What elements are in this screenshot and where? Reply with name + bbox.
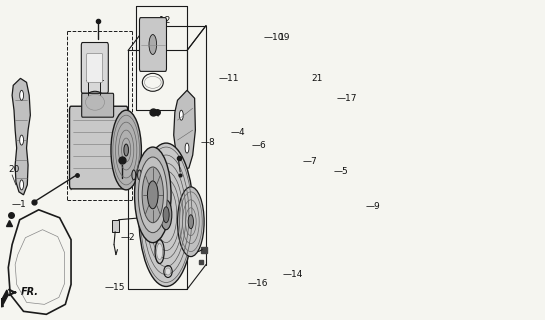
Text: —15: —15 [104,283,125,292]
Ellipse shape [165,268,171,275]
Bar [141,213,149,227]
Text: —9: —9 [366,202,380,211]
Text: 19: 19 [279,33,290,42]
Text: —5: —5 [334,167,348,176]
Ellipse shape [156,244,162,260]
Circle shape [160,200,172,230]
Circle shape [149,35,156,54]
Circle shape [20,180,23,190]
Polygon shape [174,90,195,170]
Polygon shape [12,78,31,195]
Circle shape [163,207,169,223]
Circle shape [132,170,136,180]
Circle shape [135,147,171,243]
FancyBboxPatch shape [87,53,102,82]
Text: 20: 20 [8,165,20,174]
Bar [112,220,119,232]
Circle shape [178,187,204,257]
Text: 18: 18 [74,159,86,169]
Circle shape [142,167,164,223]
FancyBboxPatch shape [82,93,113,117]
Text: —4: —4 [231,128,245,137]
Text: —10: —10 [264,33,284,42]
Text: —6: —6 [252,140,267,149]
FancyBboxPatch shape [140,18,166,71]
Text: —12: —12 [150,16,171,25]
FancyBboxPatch shape [70,106,128,189]
Circle shape [185,143,189,153]
Circle shape [139,143,193,286]
Text: —1: —1 [11,200,26,209]
Circle shape [124,144,129,156]
Text: 21: 21 [312,74,323,83]
Circle shape [188,215,193,229]
Circle shape [179,110,183,120]
Circle shape [20,135,23,145]
Text: —16: —16 [247,279,268,288]
Text: —17: —17 [337,94,358,103]
Text: —11: —11 [218,74,239,83]
Circle shape [111,110,141,190]
FancyArrow shape [0,290,8,307]
Circle shape [138,157,167,233]
Text: —2: —2 [120,233,135,242]
FancyBboxPatch shape [81,43,108,93]
Circle shape [137,170,141,180]
Circle shape [148,181,158,209]
Circle shape [20,90,23,100]
Text: —14: —14 [282,270,302,279]
Text: —8: —8 [201,138,215,147]
Text: FR.: FR. [21,287,39,297]
Text: —7: —7 [303,157,318,166]
